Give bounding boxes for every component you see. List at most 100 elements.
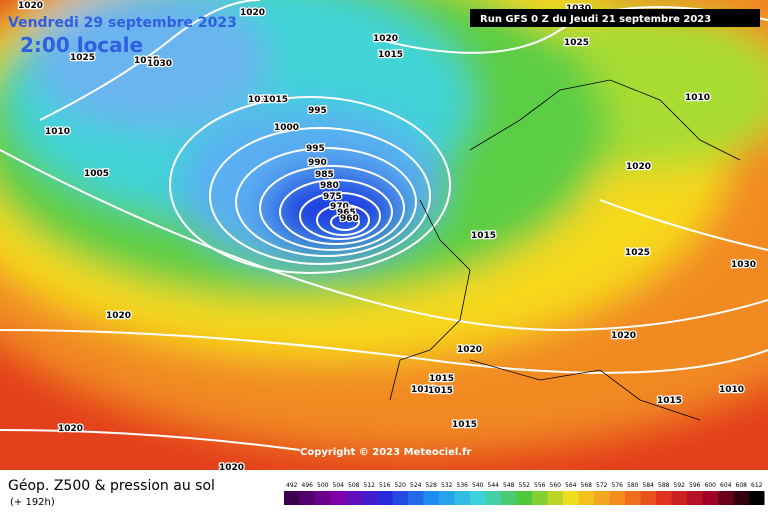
- lead-time: (+ 192h): [10, 497, 55, 508]
- run-label: Run GFS 0 Z du Jeudi 21 septembre 2023: [480, 14, 711, 25]
- scale-swatch: [299, 491, 315, 505]
- isobar-label: 1020: [18, 1, 43, 11]
- isobar-label: 1030: [731, 260, 756, 270]
- scale-swatch: [284, 491, 300, 505]
- isobar-label: 1005: [84, 169, 109, 179]
- scale-swatch: [392, 491, 408, 505]
- isobar-label: 1020: [58, 424, 83, 434]
- isobar-label: 1020: [626, 162, 651, 172]
- isobar-label: 1020: [240, 8, 265, 18]
- scale-swatch: [547, 491, 563, 505]
- scale-swatch: [315, 491, 331, 505]
- scale-label: 600: [705, 482, 717, 489]
- isobar-label: 990: [308, 158, 327, 168]
- isobar-label: 965: [337, 208, 356, 218]
- scale-swatch: [733, 491, 749, 505]
- isobar-label: 1035: [134, 56, 159, 66]
- scale-label: 576: [612, 482, 624, 489]
- scale-label: 504: [333, 482, 345, 489]
- isobar-label: 1025: [625, 248, 650, 258]
- isobar-label: 995: [306, 144, 325, 154]
- scale-label: 596: [689, 482, 701, 489]
- scale-label: 548: [503, 482, 515, 489]
- scale-label: 540: [472, 482, 484, 489]
- scale-label: 608: [736, 482, 748, 489]
- scale-label: 564: [565, 482, 577, 489]
- scale-label: 500: [317, 482, 329, 489]
- scale-swatch: [702, 491, 718, 505]
- scale-label: 604: [720, 482, 732, 489]
- isobar-label: 1010: [248, 95, 273, 105]
- scale-swatch: [377, 491, 393, 505]
- isobar-label: 980: [320, 181, 339, 191]
- isobars: [0, 0, 768, 450]
- isobar-label: 1015: [429, 374, 454, 384]
- scale-label: 492: [286, 482, 298, 489]
- isobar-label: 1010: [685, 93, 710, 103]
- scale-swatch: [485, 491, 501, 505]
- scale-label: 532: [441, 482, 453, 489]
- isobar-label: 1020: [373, 34, 398, 44]
- scale-label: 560: [550, 482, 562, 489]
- footer-title: Géop. Z500 & pression au sol: [8, 478, 215, 494]
- isobar-label: 1025: [70, 53, 95, 63]
- scale-label: 572: [596, 482, 608, 489]
- scale-label: 496: [302, 482, 314, 489]
- isobar-label: 1015: [263, 95, 288, 105]
- copyright: Copyright © 2023 Meteociel.fr: [300, 447, 471, 458]
- time-label: 2:00 locale: [20, 33, 143, 57]
- isobar-label: 1020: [457, 345, 482, 355]
- scale-swatch: [532, 491, 548, 505]
- isobar-label: 960: [340, 214, 359, 224]
- scale-swatch: [718, 491, 734, 505]
- scale-label: 584: [643, 482, 655, 489]
- isobar-label: 1020: [106, 311, 131, 321]
- isobar-label: 970: [330, 202, 349, 212]
- isobar-label: 1015: [471, 231, 496, 241]
- isobar-label: 1010: [411, 385, 436, 395]
- scale-swatch: [454, 491, 470, 505]
- isobar-label: 1025: [564, 38, 589, 48]
- scale-swatch: [423, 491, 439, 505]
- scale-swatch: [361, 491, 377, 505]
- scale-label: 512: [364, 482, 376, 489]
- isobar-label: 1000: [274, 123, 299, 133]
- scale-swatch: [501, 491, 517, 505]
- scale-swatch: [687, 491, 703, 505]
- scale-swatch: [330, 491, 346, 505]
- scale-label: 580: [627, 482, 639, 489]
- scale-label: 528: [426, 482, 438, 489]
- isobar-label: 1020: [611, 331, 636, 341]
- scale-swatch: [470, 491, 486, 505]
- scale-label: 612: [751, 482, 763, 489]
- scale-swatch: [640, 491, 656, 505]
- scale-swatch: [749, 491, 765, 505]
- scale-label: 524: [410, 482, 422, 489]
- date-label: Vendredi 29 septembre 2023: [8, 15, 237, 31]
- scale-label: 592: [674, 482, 686, 489]
- isobar-label: 1010: [719, 385, 744, 395]
- scale-label: 552: [519, 482, 531, 489]
- scale-swatch: [671, 491, 687, 505]
- isobar-label: 985: [315, 170, 334, 180]
- scale-swatch: [578, 491, 594, 505]
- scale-swatch: [625, 491, 641, 505]
- scale-label: 588: [658, 482, 670, 489]
- scale-label: 544: [488, 482, 500, 489]
- scale-label: 556: [534, 482, 546, 489]
- isobar-label: 1030: [147, 59, 172, 69]
- scale-label: 568: [581, 482, 593, 489]
- run-box: [470, 9, 760, 27]
- isobar-label: 1015: [452, 420, 477, 430]
- isobar-label: 995: [308, 106, 327, 116]
- scale-label: 516: [379, 482, 391, 489]
- scale-label: 520: [395, 482, 407, 489]
- scale-swatch: [439, 491, 455, 505]
- scale-swatch: [594, 491, 610, 505]
- scale-swatch: [609, 491, 625, 505]
- scale-swatch: [346, 491, 362, 505]
- scale-swatch: [563, 491, 579, 505]
